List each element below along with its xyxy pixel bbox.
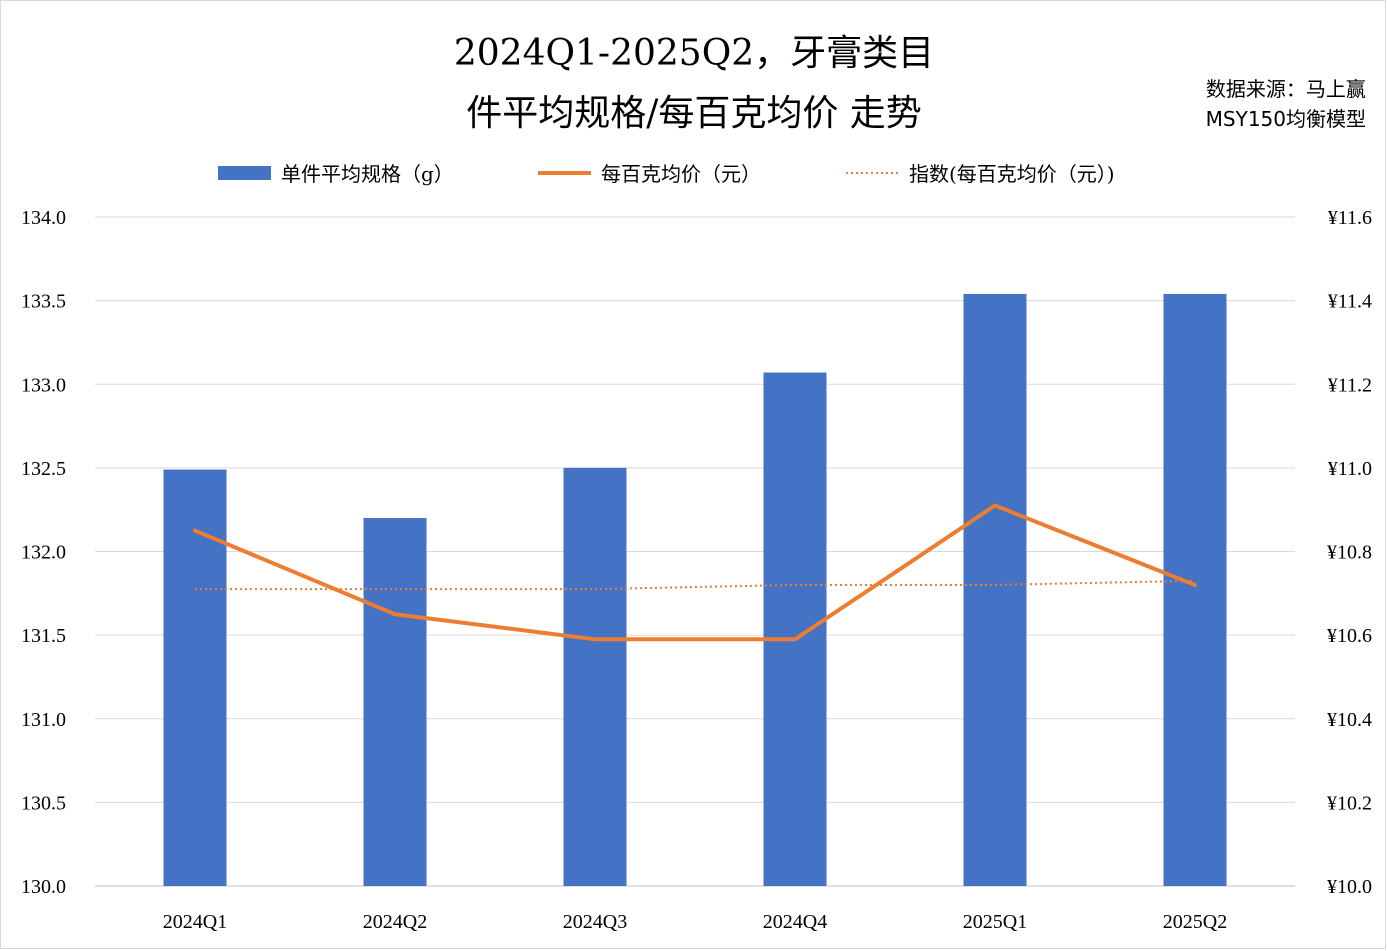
legend-label-trend: 指数(每百克均价（元）) <box>909 162 1115 186</box>
x-tick-label: 2025Q2 <box>1163 911 1227 933</box>
trend-line <box>195 579 1196 591</box>
y-right-tick-label: ¥10.8 <box>1327 542 1372 564</box>
y-left-tick-label: 132.5 <box>21 458 66 480</box>
bar <box>763 372 827 887</box>
legend-swatch-bar <box>218 166 271 180</box>
y-left-tick-label: 133.0 <box>21 374 66 396</box>
x-tick-label: 2024Q1 <box>163 911 227 933</box>
data-source-note: 数据来源：马上赢 MSY150均衡模型 <box>1206 74 1366 134</box>
y-right-tick-label: ¥10.4 <box>1327 709 1372 731</box>
y-left-tick-label: 130.0 <box>21 876 66 898</box>
bar <box>563 467 627 886</box>
y-left-tick-label: 131.5 <box>21 625 66 647</box>
bar <box>363 518 427 886</box>
y-left-tick-label: 130.5 <box>21 792 66 814</box>
y-left-tick-label: 133.5 <box>21 291 66 313</box>
legend-label-line: 每百克均价（元） <box>601 162 761 186</box>
price-line <box>193 503 1197 642</box>
x-tick-label: 2024Q3 <box>563 911 627 933</box>
bar <box>963 293 1027 886</box>
y-left-tick-label: 132.0 <box>21 542 66 564</box>
y-left-tick-label: 131.0 <box>21 709 66 731</box>
source-line1: 数据来源：马上赢 <box>1205 77 1366 101</box>
y-right-tick-label: ¥10.2 <box>1327 792 1372 814</box>
bar <box>1163 293 1227 886</box>
chart-title-line2: 件平均规格/每百克均价 走势 <box>466 93 922 134</box>
x-tick-label: 2024Q2 <box>363 911 427 933</box>
y-right-tick-label: ¥11.6 <box>1328 207 1372 229</box>
y-right-tick-label: ¥11.0 <box>1328 458 1372 480</box>
y-right-tick-label: ¥10.0 <box>1327 876 1372 898</box>
x-tick-label: 2024Q4 <box>763 911 827 933</box>
legend-label-bar: 单件平均规格（g） <box>281 162 454 186</box>
y-right-tick-label: ¥11.2 <box>1328 374 1372 396</box>
source-line2: MSY150均衡模型 <box>1205 107 1366 131</box>
x-tick-label: 2025Q1 <box>963 911 1027 933</box>
y-left-tick-label: 134.0 <box>21 207 66 229</box>
y-right-tick-label: ¥10.6 <box>1327 625 1372 647</box>
y-right-tick-label: ¥11.4 <box>1328 291 1372 313</box>
chart-title-line1: 2024Q1-2025Q2，牙膏类目 <box>453 33 935 74</box>
